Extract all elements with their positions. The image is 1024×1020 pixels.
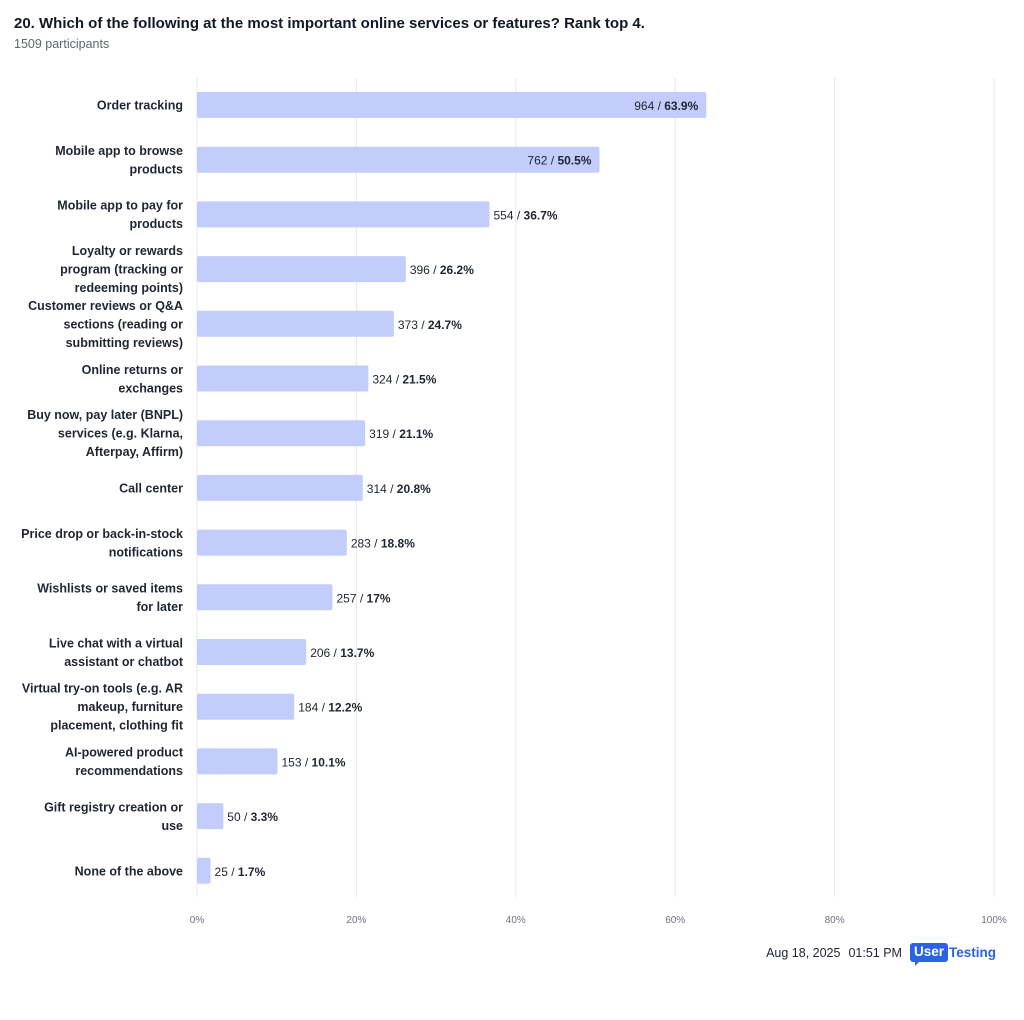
bar bbox=[197, 803, 224, 830]
x-tick-label: 40% bbox=[506, 915, 526, 926]
category-label: Loyalty or rewards program (tracking or re… bbox=[60, 244, 183, 295]
category-label: Customer reviews or Q&A sections (reading… bbox=[28, 299, 183, 350]
x-tick-label: 80% bbox=[825, 915, 845, 926]
x-tick-label: 20% bbox=[346, 915, 366, 926]
category-label: Online returns or exchanges bbox=[82, 363, 184, 396]
category-label: Mobile app to browse products bbox=[55, 144, 183, 177]
category-label: Gift registry creation or use bbox=[44, 800, 183, 833]
data-label: 153 / 10.1% bbox=[281, 755, 345, 769]
bar bbox=[197, 420, 366, 447]
logo-testing-text: Testing bbox=[949, 944, 996, 960]
data-label: 324 / 21.5% bbox=[372, 373, 436, 387]
bar bbox=[197, 857, 211, 884]
category-label: Live chat with a virtual assistant or cha… bbox=[49, 636, 184, 669]
bar bbox=[197, 748, 278, 775]
category-label: Order tracking bbox=[97, 99, 183, 113]
category-label: Price drop or back-in-stock notifications bbox=[21, 527, 183, 560]
bar bbox=[197, 529, 347, 556]
category-label: AI-powered product recommendations bbox=[65, 746, 184, 779]
bar bbox=[197, 256, 406, 283]
bar bbox=[197, 474, 363, 501]
category-label: Wishlists or saved items for later bbox=[37, 582, 183, 615]
data-label: 964 / 63.9% bbox=[634, 99, 698, 113]
data-label: 184 / 12.2% bbox=[298, 701, 362, 715]
bar bbox=[197, 365, 369, 392]
report-date: Aug 18, 2025 bbox=[766, 945, 841, 960]
data-label: 319 / 21.1% bbox=[369, 427, 433, 441]
data-label: 762 / 50.5% bbox=[527, 154, 591, 168]
category-label: Mobile app to pay for products bbox=[57, 199, 183, 232]
usertesting-logo: User Testing bbox=[909, 943, 996, 966]
category-label: Call center bbox=[119, 481, 183, 495]
bar bbox=[197, 310, 394, 337]
report-time: 01:51 PM bbox=[848, 945, 902, 960]
data-label: 206 / 13.7% bbox=[310, 646, 374, 660]
bar bbox=[197, 639, 307, 665]
category-label: Virtual try-on tools (e.g. AR makeup, fur… bbox=[22, 682, 184, 733]
question-title: 20. Which of the following at the most i… bbox=[14, 15, 645, 32]
data-label: 283 / 18.8% bbox=[351, 537, 415, 551]
category-label: Buy now, pay later (BNPL) services (e.g. … bbox=[27, 408, 183, 459]
participant-count: 1509 participants bbox=[14, 37, 110, 51]
bar bbox=[197, 584, 333, 611]
report-footer: Aug 18, 2025 01:51 PM User Testing bbox=[766, 943, 996, 966]
logo-user-badge: User bbox=[909, 943, 948, 966]
data-label: 25 / 1.7% bbox=[215, 865, 266, 879]
category-label: None of the above bbox=[75, 864, 183, 878]
x-tick-label: 60% bbox=[665, 915, 685, 926]
x-tick-label: 0% bbox=[190, 915, 205, 926]
question-header: 20. Which of the following at the most i… bbox=[14, 14, 1004, 51]
data-label: 314 / 20.8% bbox=[367, 482, 431, 496]
bar-chart: 0% 20% 40% 60% 80% 100% Order tracking 964 / 63… bbox=[21, 78, 1007, 926]
bar bbox=[197, 92, 707, 118]
data-label: 50 / 3.3% bbox=[227, 810, 278, 824]
bar bbox=[197, 693, 295, 720]
bar bbox=[197, 146, 600, 173]
bar bbox=[197, 201, 490, 228]
data-label: 257 / 17% bbox=[336, 591, 390, 605]
data-label: 373 / 24.7% bbox=[398, 318, 462, 332]
data-label: 396 / 26.2% bbox=[410, 263, 474, 277]
x-tick-label: 100% bbox=[981, 915, 1007, 926]
data-label: 554 / 36.7% bbox=[493, 208, 557, 222]
